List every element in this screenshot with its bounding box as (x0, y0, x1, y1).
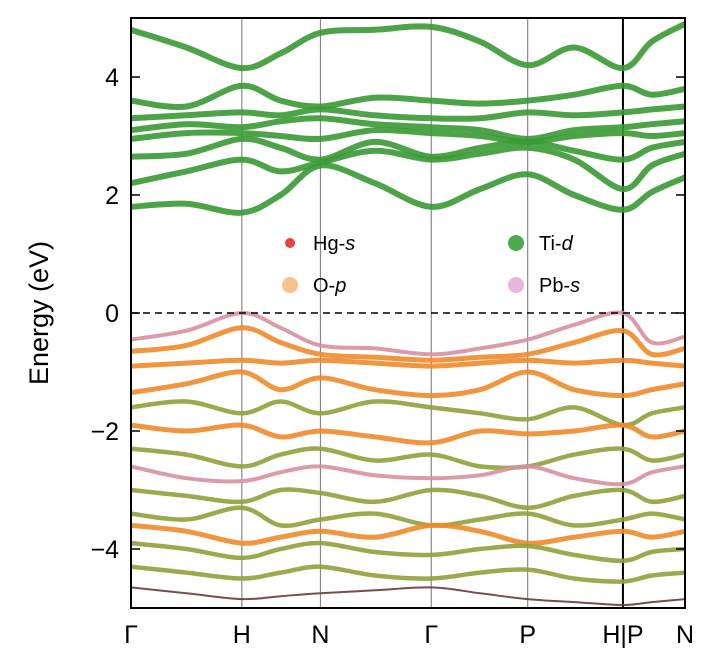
band-line-v3 (131, 357, 685, 369)
band-line-v13 (131, 564, 685, 584)
legend-label: Pb-s (539, 275, 580, 297)
band-line-v11 (131, 522, 685, 546)
y-axis-ticks: −4 −2 0 2 4 (90, 64, 685, 564)
band-line-v14 (131, 586, 685, 606)
band-line-c8 (131, 20, 685, 72)
band-line-v9 (131, 487, 685, 510)
legend: Hg-s Ti-d O-p Pb-s (282, 233, 580, 297)
x-axis-ticks: Γ H N Γ P H|P N (124, 621, 694, 649)
band-line-c3 (131, 135, 685, 163)
band-line-v2 (131, 325, 685, 363)
y-tick-label: 2 (105, 182, 119, 210)
band-line-v6 (131, 422, 685, 446)
x-tick-label: Γ (124, 621, 138, 649)
band-line-c7 (131, 82, 685, 111)
x-tick-label: N (676, 621, 694, 649)
legend-marker (282, 277, 298, 293)
legend-marker (285, 238, 295, 248)
y-tick-label: −4 (90, 536, 119, 564)
x-tick-label: H (233, 621, 251, 649)
band-line-v4 (131, 369, 685, 399)
band-line-c6 (131, 103, 685, 122)
y-tick-label: −2 (90, 418, 119, 446)
band-line-v5 (131, 399, 685, 428)
y-tick-label: 4 (105, 64, 119, 92)
band-line-c4 (131, 126, 685, 145)
band-line-v12 (131, 540, 685, 564)
band-lines (131, 20, 685, 606)
band-line-v10 (131, 505, 685, 529)
band-line-v8 (131, 464, 685, 487)
x-tick-label: H|P (602, 621, 643, 649)
legend-label: O-p (313, 275, 346, 297)
y-axis-title: Energy (eV) (24, 241, 54, 385)
x-tick-label: Γ (424, 621, 438, 649)
plot-area (130, 17, 686, 609)
band-line-c1 (131, 162, 685, 216)
legend-marker (508, 235, 524, 251)
band-line-v7 (131, 446, 685, 471)
legend-label: Ti-d (539, 233, 574, 255)
x-tick-label: P (519, 621, 536, 649)
y-tick-label: 0 (105, 300, 119, 328)
x-tick-label: N (311, 621, 329, 649)
legend-marker (508, 277, 524, 293)
legend-label: Hg-s (313, 233, 355, 255)
band-line-c5 (131, 115, 685, 142)
